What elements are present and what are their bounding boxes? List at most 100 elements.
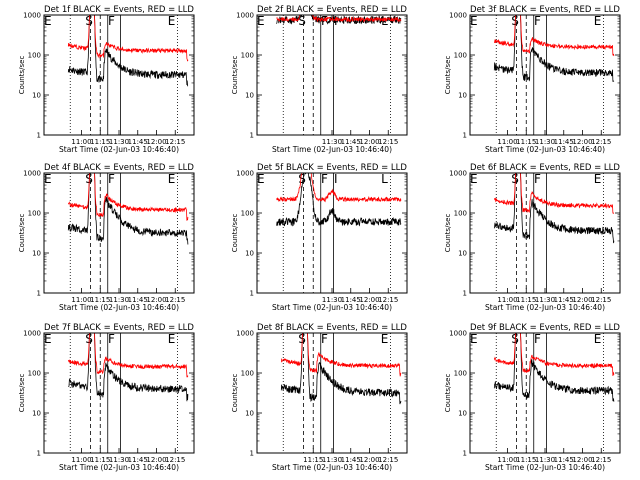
event-marker: F <box>108 14 115 28</box>
y-tick-label: 1 <box>37 450 41 458</box>
series-events <box>67 173 189 245</box>
x-tick-label: 11:45 <box>341 138 361 146</box>
y-axis-label: Counts/sec <box>231 374 239 413</box>
y-tick-label: 1 <box>250 132 254 140</box>
x-axis-label: Start Time (02-Jun-03 10:46:40) <box>59 303 179 312</box>
x-tick-label: 12:00 <box>359 296 379 304</box>
panel-title: Det 5f BLACK = Events, RED = LLD <box>257 163 407 173</box>
event-marker: F <box>534 14 541 28</box>
y-tick-label: 10 <box>458 410 467 418</box>
y-tick-label: 1000 <box>23 330 41 338</box>
x-axis-label: Start Time (02-Jun-03 10:46:40) <box>272 303 392 312</box>
event-marker: S <box>298 14 306 28</box>
x-tick-label: 11:30 <box>535 138 555 146</box>
y-tick-label: 1000 <box>449 170 467 178</box>
event-marker: F <box>108 332 115 346</box>
series-lld <box>67 173 189 221</box>
y-tick-label: 1 <box>463 290 467 298</box>
event-marker: E <box>44 14 52 28</box>
y-axis-label: Counts/sec <box>444 56 452 95</box>
x-tick-label: 11:15 <box>90 456 110 464</box>
y-tick-label: 10 <box>458 92 467 100</box>
x-tick-label: 11:45 <box>554 296 574 304</box>
y-tick-label: 1000 <box>23 12 41 20</box>
y-axis-label: Counts/sec <box>18 214 26 253</box>
x-tick-label: 11:45 <box>554 456 574 464</box>
y-tick-label: 1000 <box>449 12 467 20</box>
x-tick-label: 12:00 <box>359 456 379 464</box>
x-tick-label: 11:00 <box>71 296 91 304</box>
event-marker: F <box>534 172 541 186</box>
series-events <box>276 173 402 227</box>
panel-title: Det 4f BLACK = Events, RED = LLD <box>44 163 194 173</box>
y-tick-label: 10 <box>32 250 41 258</box>
x-tick-label: 11:00 <box>71 138 91 146</box>
x-tick-label: 12:00 <box>572 296 592 304</box>
y-axis-label: Counts/sec <box>444 214 452 253</box>
series-lld <box>493 333 615 377</box>
event-marker: F <box>321 14 328 28</box>
event-marker: E <box>257 172 265 186</box>
x-tick-label: 12:15 <box>165 138 185 146</box>
x-tick-label: 12:00 <box>146 138 166 146</box>
event-marker: E <box>168 14 176 28</box>
x-tick-label: 12:00 <box>572 456 592 464</box>
y-axis-label: Counts/sec <box>18 56 26 95</box>
panel-title: Det 2f BLACK = Events, RED = LLD <box>257 5 407 15</box>
x-axis-label: Start Time (02-Jun-03 10:46:40) <box>272 145 392 154</box>
y-tick-label: 1 <box>250 290 254 298</box>
y-tick-label: 10 <box>458 250 467 258</box>
y-tick-label: 1 <box>463 450 467 458</box>
x-tick-label: 11:30 <box>535 296 555 304</box>
series-events <box>493 173 615 244</box>
y-tick-label: 10 <box>245 92 254 100</box>
series-events <box>280 333 402 405</box>
y-axis-label: Counts/sec <box>18 374 26 413</box>
x-tick-label: 11:45 <box>128 138 148 146</box>
x-tick-label: 11:00 <box>497 456 517 464</box>
y-axis-label: Counts/sec <box>231 56 239 95</box>
x-axis-label: Start Time (02-Jun-03 10:46:40) <box>59 463 179 472</box>
x-tick-label: 11:15 <box>516 296 536 304</box>
x-tick-label: 11:45 <box>341 296 361 304</box>
y-tick-label: 1000 <box>236 170 254 178</box>
y-axis-label: Counts/sec <box>444 374 452 413</box>
y-tick-label: 1000 <box>236 12 254 20</box>
event-marker: E <box>168 172 176 186</box>
y-tick-label: 100 <box>28 210 41 218</box>
panel-title: Det 1f BLACK = Events, RED = LLD <box>44 5 194 15</box>
x-tick-label: 11:00 <box>497 138 517 146</box>
x-tick-label: 11:30 <box>535 456 555 464</box>
y-tick-label: 1 <box>37 132 41 140</box>
event-marker: E <box>470 172 478 186</box>
event-marker: E <box>168 332 176 346</box>
plot-frame <box>43 332 195 454</box>
x-tick-label: 12:15 <box>165 456 185 464</box>
x-tick-label: 11:15 <box>303 456 323 464</box>
y-tick-label: 1000 <box>23 170 41 178</box>
y-tick-label: 100 <box>241 52 254 60</box>
plot-frame <box>256 14 408 136</box>
x-axis-label: Start Time (02-Jun-03 10:46:40) <box>485 145 605 154</box>
series-lld <box>280 333 402 377</box>
event-marker: F <box>321 332 328 346</box>
event-marker: E <box>470 332 478 346</box>
series-lld <box>493 173 615 215</box>
x-tick-label: 12:15 <box>591 138 611 146</box>
x-axis-label: Start Time (02-Jun-03 10:46:40) <box>59 145 179 154</box>
y-tick-label: 100 <box>28 370 41 378</box>
panel-title: Det 9f BLACK = Events, RED = LLD <box>470 323 620 333</box>
x-tick-label: 11:15 <box>90 138 110 146</box>
y-tick-label: 1 <box>37 290 41 298</box>
series-events <box>68 333 189 402</box>
event-marker: F <box>321 172 328 186</box>
x-tick-label: 11:00 <box>71 456 91 464</box>
event-marker: S <box>298 172 306 186</box>
x-tick-label: 11:45 <box>554 138 574 146</box>
event-marker: E <box>257 14 265 28</box>
panel-title: Det 6f BLACK = Events, RED = LLD <box>470 163 620 173</box>
